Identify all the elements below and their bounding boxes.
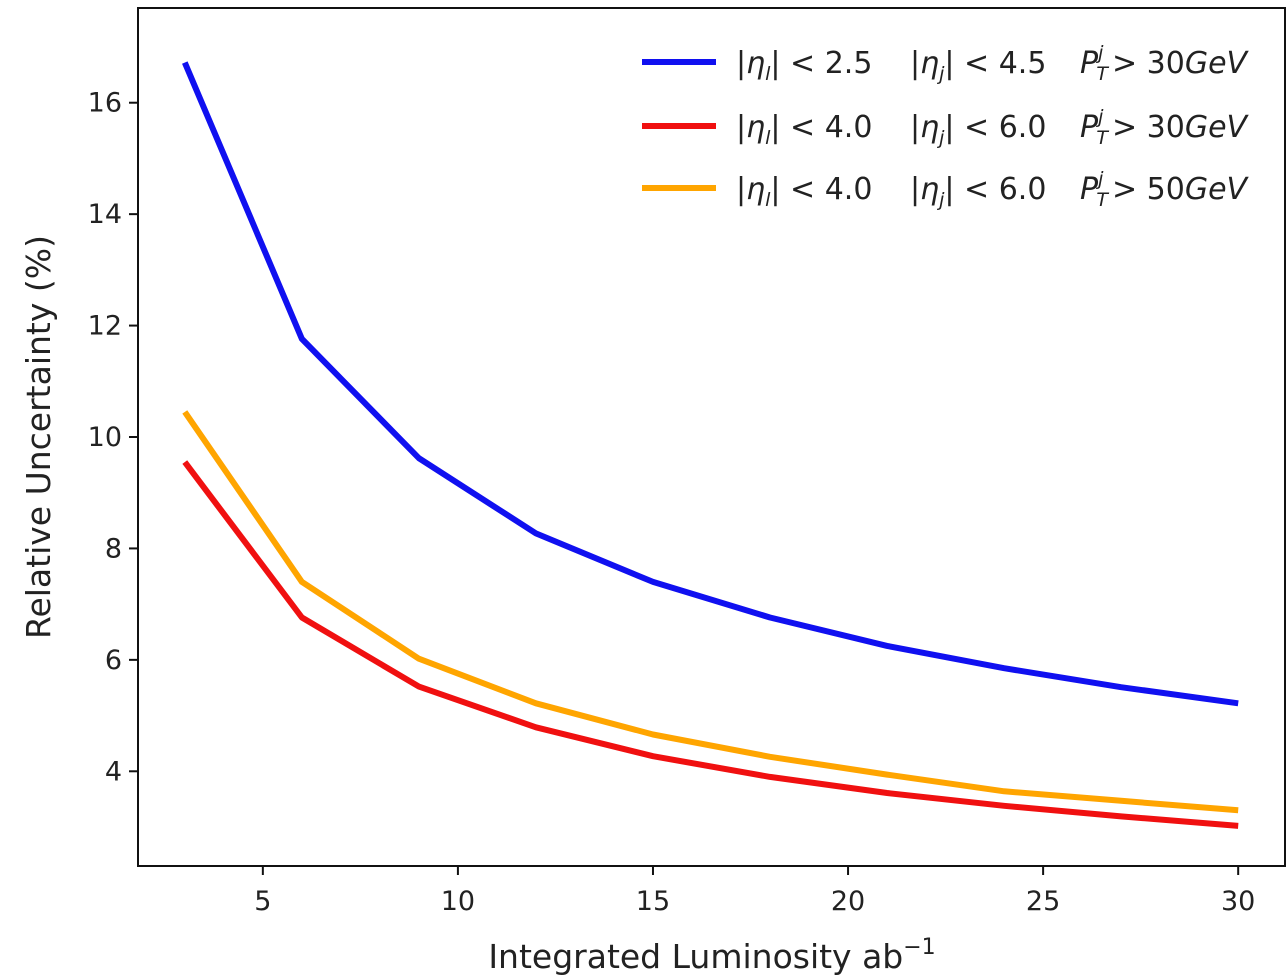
x-tick-label: 10 <box>441 886 475 917</box>
legend-pt-2: Pj T > 30GeV <box>1080 106 1250 149</box>
x-axis-label: Integrated Luminosity ab−1 <box>488 935 935 976</box>
x-axis-label-exponent: −1 <box>903 935 935 960</box>
legend-eta-l-2: |ηl| < 4.0 <box>736 110 872 149</box>
legend-pt-1: Pj T > 30GeV <box>1080 42 1250 85</box>
y-tick-label: 4 <box>105 756 122 787</box>
y-tick-label: 12 <box>88 311 122 342</box>
x-axis-ticks: 5 10 15 20 25 30 <box>254 866 1255 917</box>
x-tick-label: 5 <box>254 886 271 917</box>
legend-eta-l-3: |ηl| < 4.0 <box>736 172 872 211</box>
x-tick-label: 15 <box>636 886 670 917</box>
x-tick-label: 30 <box>1221 886 1255 917</box>
legend-eta-j-1: |ηj| < 4.5 <box>910 46 1046 85</box>
y-axis-label: Relative Uncertainty (%) <box>19 235 58 639</box>
x-tick-label: 20 <box>831 886 865 917</box>
legend-eta-j-2: |ηj| < 6.0 <box>910 110 1046 149</box>
legend-pt-3: Pj T > 50GeV <box>1080 168 1250 211</box>
y-axis-ticks: 4 6 8 10 12 14 16 <box>88 88 138 787</box>
legend-eta-l-1: |ηl| < 2.5 <box>736 46 872 85</box>
y-tick-label: 10 <box>88 422 122 453</box>
legend: |ηl| < 2.5 |ηj| < 4.5 Pj T > 30GeV |ηl| < 4.0… <box>642 42 1250 211</box>
x-tick-label: 25 <box>1026 886 1060 917</box>
legend-eta-j-3: |ηj| < 6.0 <box>910 172 1046 211</box>
series-line-3 <box>182 410 1239 814</box>
y-tick-label: 14 <box>88 199 122 230</box>
y-tick-label: 8 <box>105 533 122 564</box>
series-line-2 <box>182 460 1239 829</box>
series-line-1 <box>182 61 1239 707</box>
series-lines <box>182 61 1239 829</box>
y-tick-label: 16 <box>88 88 122 119</box>
y-tick-label: 6 <box>105 645 122 676</box>
